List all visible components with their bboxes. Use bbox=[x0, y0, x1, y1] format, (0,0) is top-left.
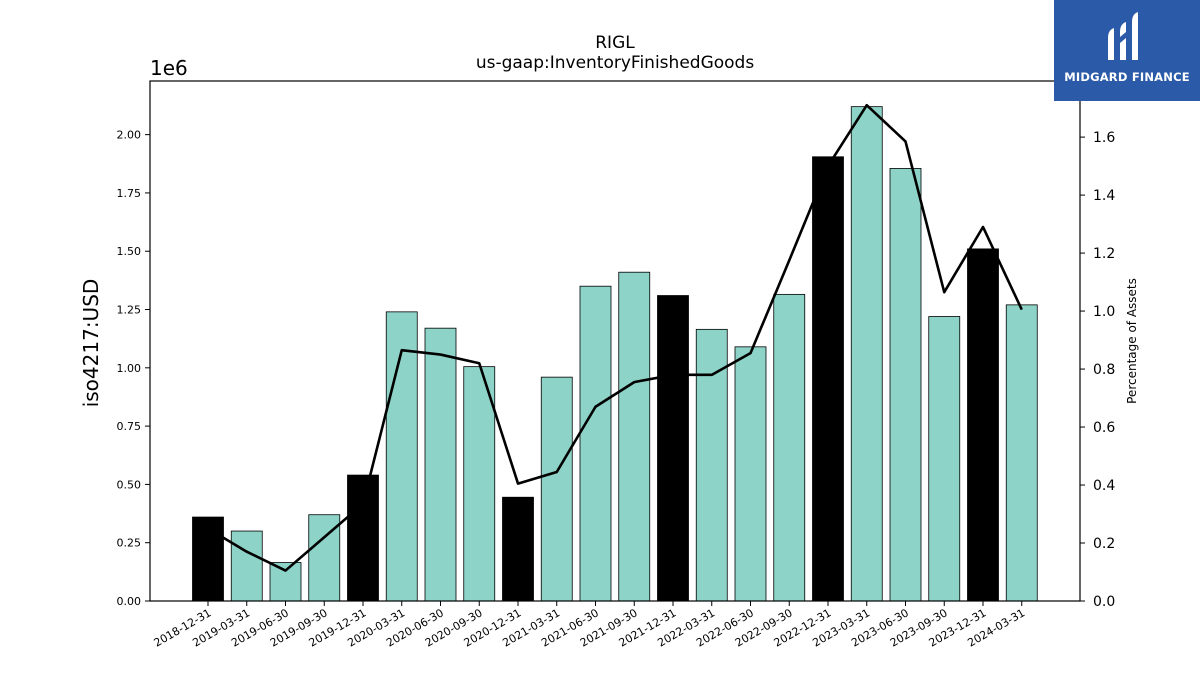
y-tick-label: 1.00 bbox=[117, 362, 142, 375]
y2-ticks-group: 0.0 0.2 0.4 0.6 0.8 1.0 1.2 1.4 1.6 bbox=[1080, 130, 1115, 610]
bar bbox=[579, 285, 612, 602]
y-ticks-group: 0.00 0.25 0.50 0.75 1.00 1.25 1.50 1.75 2.00 bbox=[117, 129, 150, 608]
bar bbox=[928, 316, 961, 602]
y2-tick-label: 1.4 bbox=[1093, 188, 1115, 204]
bar bbox=[230, 530, 263, 602]
y-tick-label: 0.50 bbox=[117, 478, 142, 491]
bar bbox=[967, 248, 999, 602]
series-line bbox=[207, 103, 1023, 572]
y2-tick-label: 1.6 bbox=[1093, 130, 1115, 146]
bar bbox=[1005, 304, 1038, 602]
logo-mark-icon bbox=[1108, 12, 1138, 60]
y-tick-label: 0.75 bbox=[117, 420, 142, 433]
bar bbox=[192, 516, 224, 602]
bar bbox=[424, 327, 457, 602]
y-offset-label: 1e6 bbox=[150, 56, 188, 80]
plot-frame bbox=[149, 80, 1081, 602]
y-tick-label: 1.25 bbox=[117, 304, 142, 317]
bar bbox=[657, 295, 689, 602]
bar bbox=[269, 562, 302, 602]
chart-title: RIGL bbox=[595, 33, 635, 53]
y-tick-label: 0.00 bbox=[117, 595, 142, 608]
y2-tick-label: 0.4 bbox=[1093, 478, 1115, 494]
chart-subtitle: us-gaap:InventoryFinishedGoods bbox=[476, 53, 755, 73]
bar bbox=[618, 271, 651, 602]
axes-group bbox=[149, 80, 1081, 602]
line-group bbox=[207, 103, 1023, 572]
y2-axis-label: Percentage of Assets bbox=[1125, 278, 1139, 404]
y2-tick-label: 0.8 bbox=[1093, 362, 1115, 378]
y-tick-label: 1.50 bbox=[117, 245, 142, 258]
y-axis-label: iso4217:USD bbox=[79, 279, 103, 408]
y2-tick-label: 1.0 bbox=[1093, 304, 1115, 320]
bar bbox=[463, 366, 496, 602]
bar bbox=[773, 293, 806, 602]
x-ticks-group: 2018-12-312019-03-312019-06-302019-09-30… bbox=[152, 601, 1027, 650]
bar bbox=[502, 496, 534, 602]
bar bbox=[540, 376, 573, 602]
y-tick-label: 1.75 bbox=[117, 187, 142, 200]
y-tick-label: 2.00 bbox=[117, 129, 142, 142]
logo: MIDGARD FINANCE bbox=[1054, 0, 1200, 101]
y2-tick-label: 0.6 bbox=[1093, 420, 1115, 436]
bar bbox=[850, 106, 883, 602]
logo-text: MIDGARD FINANCE bbox=[1064, 70, 1190, 84]
y-tick-label: 0.25 bbox=[117, 537, 142, 550]
bar bbox=[385, 311, 418, 602]
y2-tick-label: 1.2 bbox=[1093, 246, 1115, 262]
bar bbox=[734, 346, 767, 602]
bar bbox=[812, 156, 844, 602]
y2-tick-label: 0.0 bbox=[1093, 594, 1115, 610]
y2-tick-label: 0.2 bbox=[1093, 536, 1115, 552]
bar bbox=[889, 168, 922, 602]
bar bbox=[347, 474, 379, 602]
bars-group bbox=[192, 106, 1038, 602]
